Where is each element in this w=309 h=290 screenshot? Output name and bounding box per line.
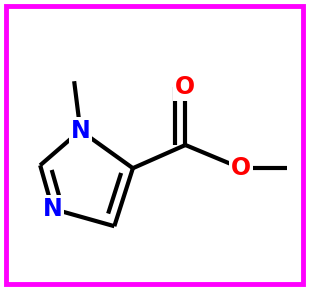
Text: N: N [70,119,90,142]
Text: O: O [175,75,196,99]
Text: N: N [43,197,62,221]
Text: O: O [231,156,251,180]
